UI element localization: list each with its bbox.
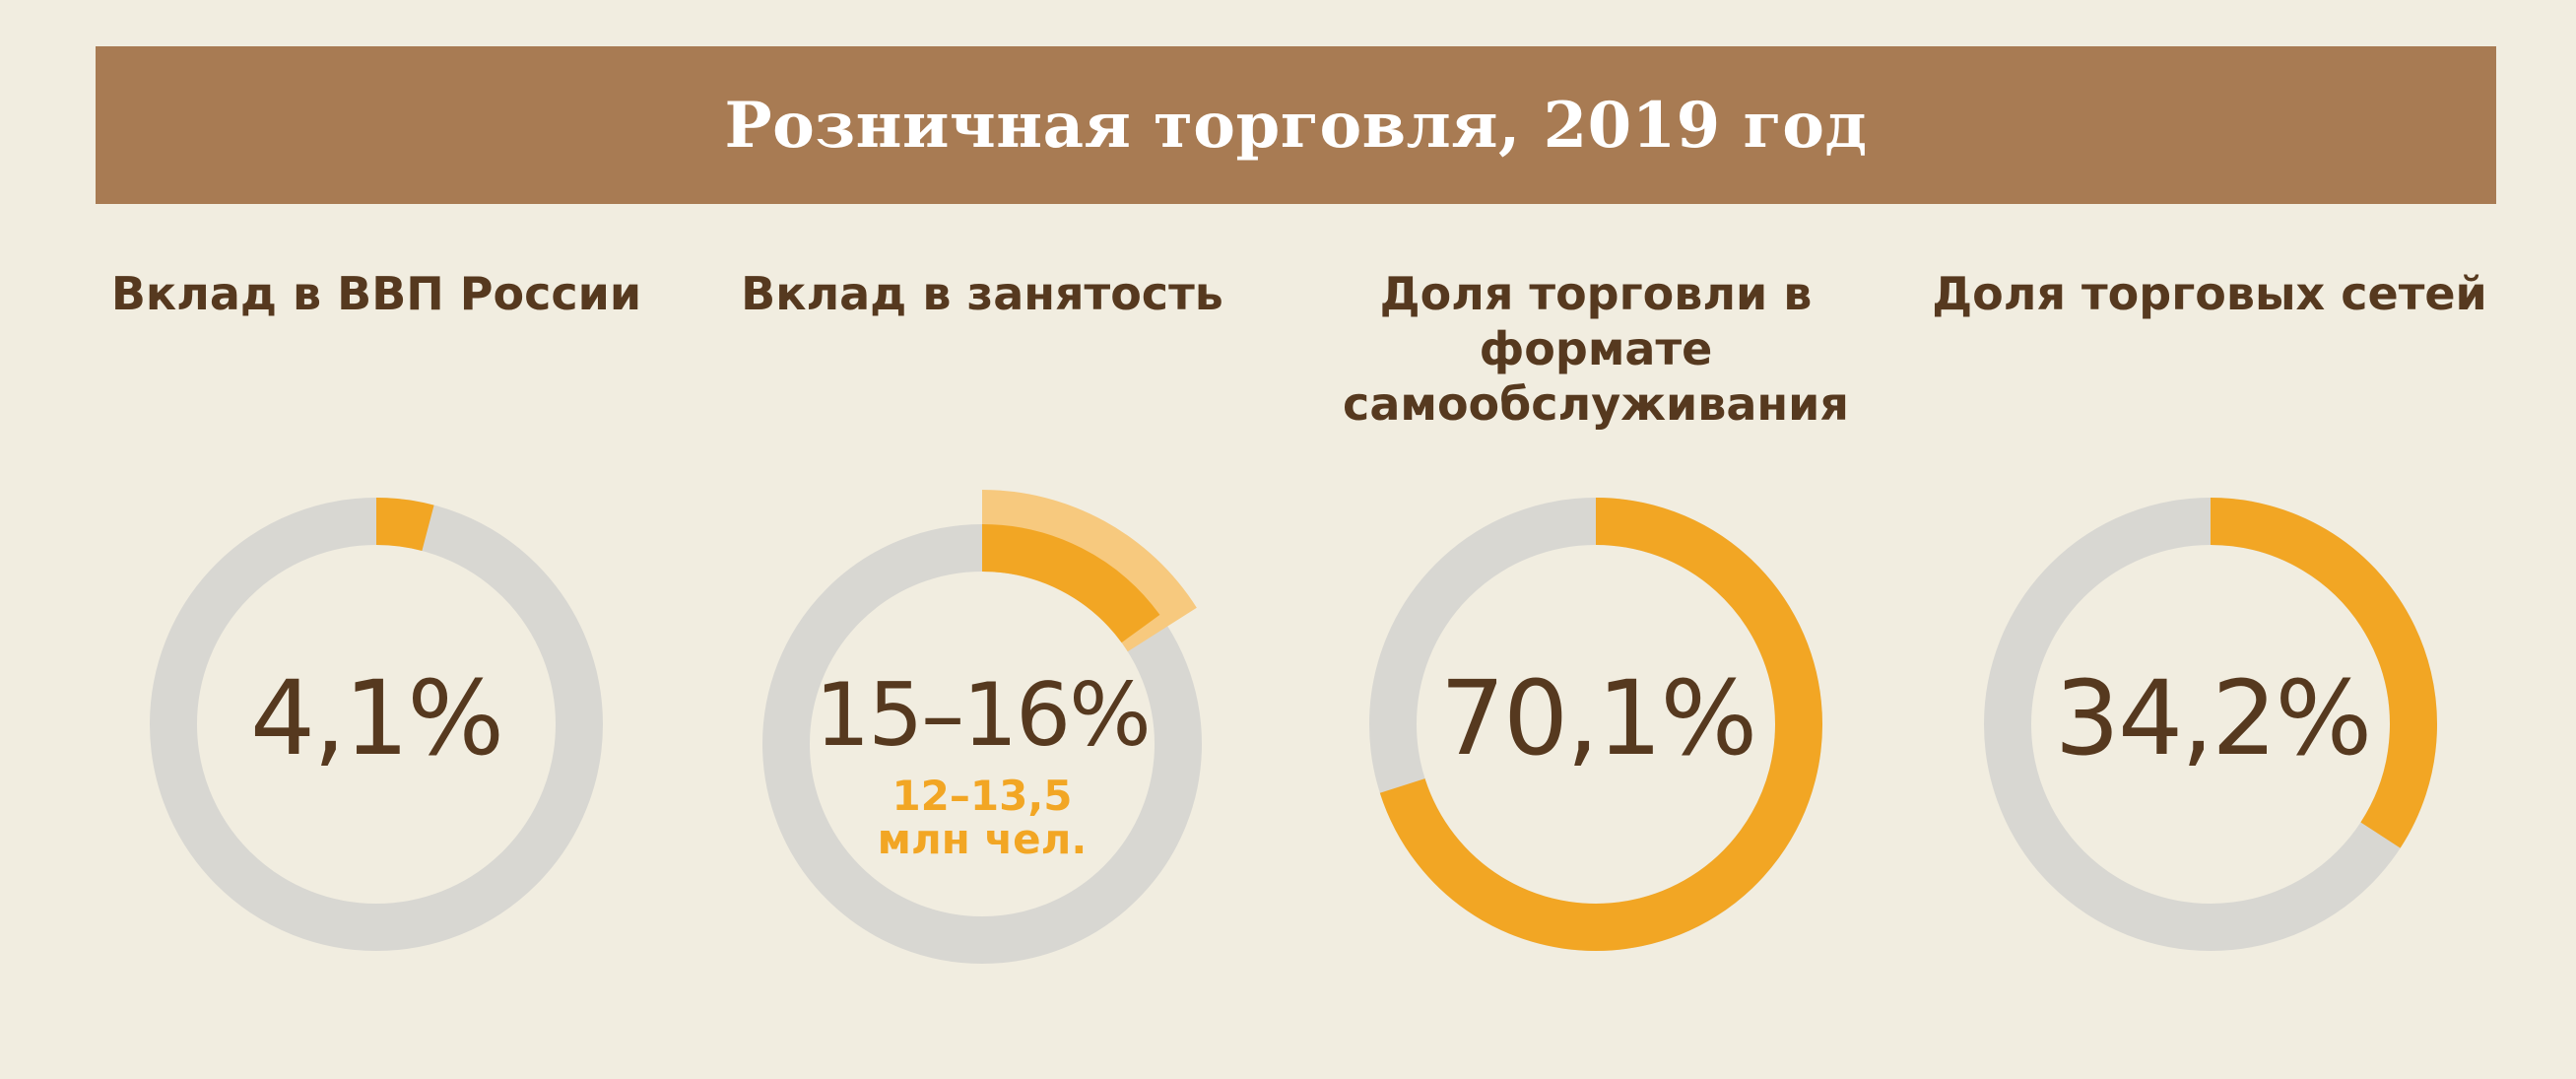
donut-range-lower-arc [981, 524, 1160, 643]
donut-value-arc [2210, 498, 2437, 848]
value-employment: 15–16% [815, 664, 1152, 766]
value-gdp: 4,1% [249, 658, 504, 778]
panel-title-chains: Доля торговых сетей [1932, 267, 2487, 320]
donut-value-arc [375, 498, 434, 552]
panel-title-gdp: Вклад в ВВП России [110, 267, 642, 320]
donut-value-arc [1379, 498, 1822, 951]
panel-title-employment: Вклад в занятость [741, 267, 1223, 320]
sublabel-employment-line1: 12–13,5 [892, 772, 1073, 820]
panel-title-selfservice: Доля торговли в формате самообслуживания [1343, 267, 1849, 431]
value-chains: 34,2% [2054, 658, 2372, 778]
page-title: Розничная торговля, 2019 год [724, 88, 1868, 163]
header-banner: Розничная торговля, 2019 год [96, 46, 2496, 204]
value-selfservice: 70,1% [1439, 658, 1757, 778]
sublabel-employment-line2: млн чел. [877, 815, 1088, 863]
